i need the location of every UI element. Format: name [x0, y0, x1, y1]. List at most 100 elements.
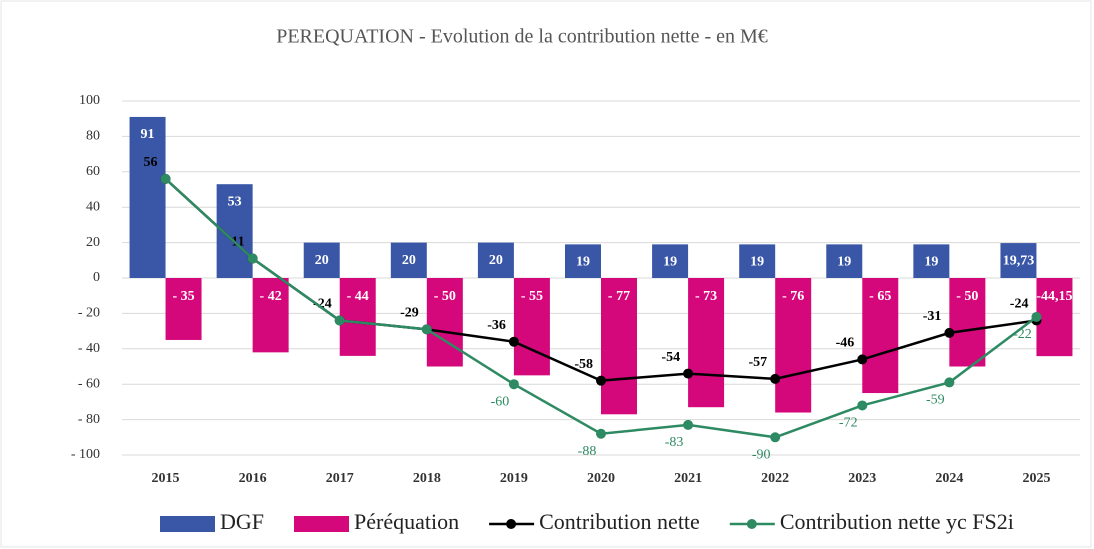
line-point: [334, 315, 345, 326]
line-value-label: -46: [836, 336, 855, 351]
line-point: [421, 324, 432, 335]
bar: [949, 278, 986, 367]
line-value-label: -72: [839, 416, 858, 431]
chart-title: PEREQUATION - Evolution de la contributi…: [276, 26, 768, 48]
line-point: [770, 373, 781, 384]
bar-value-label: 20: [489, 253, 503, 268]
bar-value-label: - 42: [260, 289, 282, 304]
bar-value-label: - 35: [172, 289, 194, 304]
x-tick-label: 2015: [152, 471, 180, 486]
line-point: [944, 327, 955, 338]
line-point: [508, 336, 519, 347]
line-point: [683, 368, 694, 379]
line-point: [944, 377, 955, 388]
line-value-label: -54: [661, 350, 680, 365]
line-value-label: -31: [923, 309, 942, 324]
x-tick-label: 2017: [326, 471, 354, 486]
x-tick-label: 2018: [413, 471, 441, 486]
bar: [339, 278, 376, 356]
bar-value-label: 20: [315, 253, 329, 268]
bar: [252, 278, 289, 353]
bar-value-label: 19: [750, 255, 764, 270]
bar: [426, 278, 463, 367]
bar: [652, 244, 689, 278]
legend-swatch: [506, 519, 517, 529]
y-tick-label: 60: [86, 164, 100, 179]
bar-value-label: - 50: [434, 289, 456, 304]
bar-value-label: - 55: [521, 289, 543, 304]
bar-value-label: 19: [576, 255, 590, 270]
legend-label: Péréquation: [354, 509, 459, 534]
bar-value-label: 19: [663, 255, 677, 270]
y-tick-label: - 60: [78, 376, 100, 391]
bar-value-label: - 77: [608, 289, 630, 304]
legend-swatch: [294, 516, 350, 532]
line-value-label: -59: [926, 393, 945, 408]
x-tick-label: 2024: [935, 471, 963, 486]
line-point: [683, 419, 694, 430]
line-value-label: 56: [144, 155, 158, 170]
x-tick-label: 2020: [587, 471, 615, 486]
y-tick-label: 100: [79, 93, 100, 108]
line-point: [247, 253, 258, 264]
line-point: [857, 400, 868, 411]
line-value-label: -36: [487, 318, 506, 333]
bar-value-label: 19: [837, 255, 851, 270]
bar: [775, 278, 812, 413]
y-tick-label: 0: [93, 270, 100, 285]
bar: [826, 244, 863, 278]
line-value-label: 11: [231, 235, 244, 250]
bar: [1036, 278, 1073, 357]
legend-swatch: [160, 516, 215, 532]
line-point: [1031, 311, 1042, 322]
bar: [513, 278, 550, 376]
y-tick-label: 40: [86, 199, 100, 214]
bar: [129, 116, 166, 279]
bar-value-label: 20: [402, 253, 416, 268]
line-point: [508, 379, 519, 390]
line-point: [770, 432, 781, 443]
legend-label: DGF: [220, 509, 264, 534]
line-value-label: -83: [665, 435, 684, 450]
line-value-label: -60: [491, 394, 510, 409]
x-tick-label: 2021: [674, 471, 702, 486]
y-tick-label: - 40: [78, 341, 100, 356]
line-point: [160, 173, 171, 184]
line-point: [857, 354, 868, 365]
bar-value-label: - 50: [956, 289, 978, 304]
bar-value-label: 53: [228, 194, 242, 209]
line-value-label: -57: [749, 355, 768, 370]
line-value-label: -88: [578, 444, 597, 459]
line-value-label: -24: [1010, 297, 1029, 312]
line-point: [596, 375, 606, 386]
bar: [303, 242, 340, 278]
bar: [390, 242, 427, 278]
line-value-label: -58: [574, 357, 593, 372]
y-tick-label: - 100: [71, 447, 100, 462]
line-value-label: -24: [313, 297, 332, 312]
bar-value-label: - 76: [782, 289, 804, 304]
bar: [688, 278, 725, 408]
x-tick-label: 2016: [239, 471, 267, 486]
bar-value-label: 91: [141, 127, 155, 142]
line-point: [596, 428, 606, 439]
x-tick-label: 2023: [848, 471, 876, 486]
legend-swatch: [746, 519, 757, 529]
bar: [862, 278, 899, 394]
x-tick-label: 2025: [1022, 471, 1050, 486]
line-value-label: -29: [400, 306, 419, 321]
legend-label: Contribution nette yc FS2i: [780, 509, 1014, 534]
x-tick-label: 2022: [761, 471, 789, 486]
y-tick-label: - 20: [78, 306, 100, 321]
bar: [165, 278, 202, 340]
bar: [913, 244, 950, 278]
bar: [601, 278, 637, 415]
line-value-label: -22: [1013, 327, 1032, 342]
line-value-label: -90: [752, 448, 771, 463]
y-tick-label: - 80: [78, 412, 100, 427]
bar: [477, 242, 514, 278]
bar-value-label: 19: [924, 255, 938, 270]
y-tick-label: 80: [86, 129, 100, 144]
